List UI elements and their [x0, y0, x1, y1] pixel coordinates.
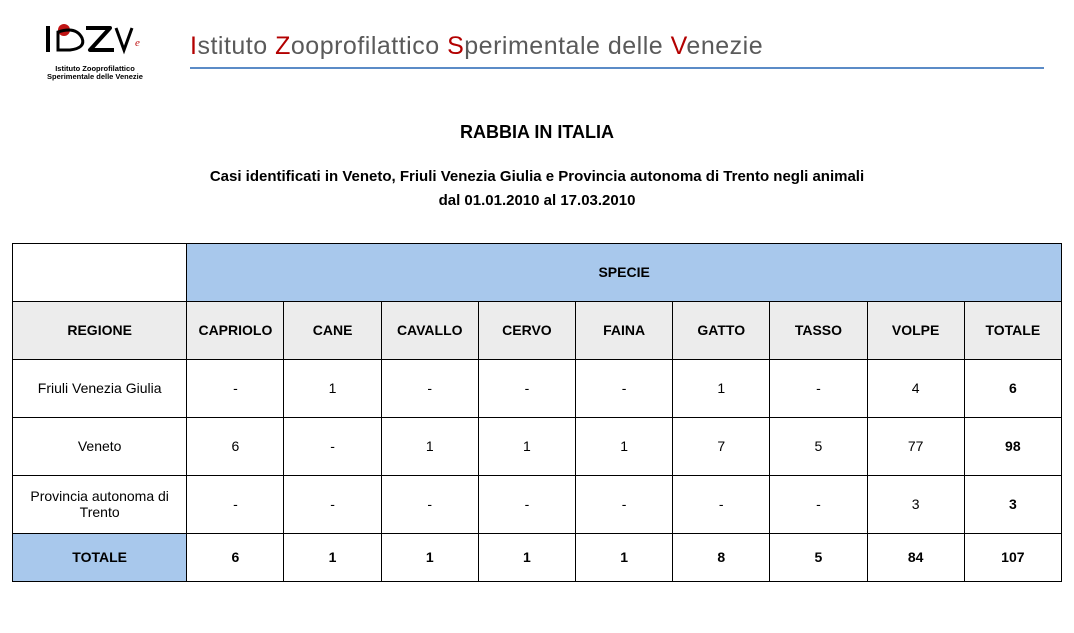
- data-cell: -: [284, 475, 381, 533]
- total-cell: 1: [576, 533, 673, 581]
- header-species-col: CANE: [284, 301, 381, 359]
- data-cell: -: [576, 475, 673, 533]
- table-row: Veneto6-111757798: [13, 417, 1062, 475]
- data-cell: -: [284, 417, 381, 475]
- data-cell: 1: [576, 417, 673, 475]
- data-cell: -: [381, 359, 478, 417]
- data-cell: 6: [187, 417, 284, 475]
- data-cell: 1: [381, 417, 478, 475]
- data-cell: 1: [673, 359, 770, 417]
- logo-box: e Istituto Zooprofilattico Sperimentale …: [10, 20, 180, 82]
- table-row: Friuli Venezia Giulia-1---1-46: [13, 359, 1062, 417]
- page-title: RABBIA IN ITALIA: [0, 122, 1074, 143]
- total-cell: 1: [381, 533, 478, 581]
- data-cell: -: [381, 475, 478, 533]
- org-title-word: perimentale delle: [464, 32, 670, 60]
- data-cell: 1: [478, 417, 575, 475]
- region-cell: Friuli Venezia Giulia: [13, 359, 187, 417]
- total-cell: 6: [187, 533, 284, 581]
- data-cell: 77: [867, 417, 964, 475]
- header-species-col: CERVO: [478, 301, 575, 359]
- data-cell: -: [576, 359, 673, 417]
- header-species-col: VOLPE: [867, 301, 964, 359]
- total-cell: 1: [478, 533, 575, 581]
- org-title-word: stituto: [197, 32, 275, 60]
- org-title-word: enezie: [686, 32, 763, 60]
- org-title-capital: V: [671, 32, 687, 60]
- org-title-capital: S: [447, 32, 464, 60]
- data-cell: -: [478, 475, 575, 533]
- header-regione: REGIONE: [13, 301, 187, 359]
- header-species-col: CAPRIOLO: [187, 301, 284, 359]
- total-cell: 84: [867, 533, 964, 581]
- header-specie: SPECIE: [187, 243, 1062, 301]
- izsve-logo-icon: e: [40, 20, 150, 58]
- org-title-word: ooprofilattico: [291, 32, 447, 60]
- org-title-capital: Z: [275, 32, 291, 60]
- header-species-col: GATTO: [673, 301, 770, 359]
- total-row: TOTALE 611118584107: [13, 533, 1062, 581]
- data-cell: -: [770, 475, 867, 533]
- data-table: SPECIE REGIONE CAPRIOLOCANECAVALLOCERVOF…: [12, 243, 1062, 582]
- subtitle-line1: Casi identificati in Veneto, Friuli Vene…: [210, 168, 864, 185]
- region-cell: Provincia autonoma di Trento: [13, 475, 187, 533]
- total-label: TOTALE: [13, 533, 187, 581]
- data-cell: -: [770, 359, 867, 417]
- header-species-col: FAINA: [576, 301, 673, 359]
- region-cell: Veneto: [13, 417, 187, 475]
- data-cell: 4: [867, 359, 964, 417]
- header-bar: e Istituto Zooprofilattico Sperimentale …: [0, 0, 1074, 82]
- data-cell: 3: [964, 475, 1061, 533]
- data-cell: -: [478, 359, 575, 417]
- header-species-col: TASSO: [770, 301, 867, 359]
- header-row-1: SPECIE: [13, 243, 1062, 301]
- table-row: Provincia autonoma di Trento-------33: [13, 475, 1062, 533]
- header-species-col: CAVALLO: [381, 301, 478, 359]
- data-cell: -: [187, 475, 284, 533]
- total-cell: 1: [284, 533, 381, 581]
- org-title: Istituto Zooprofilattico Sperimentale de…: [190, 32, 763, 60]
- data-cell: -: [673, 475, 770, 533]
- svg-text:e: e: [135, 37, 140, 49]
- data-cell: 7: [673, 417, 770, 475]
- header-row-2: REGIONE CAPRIOLOCANECAVALLOCERVOFAINAGAT…: [13, 301, 1062, 359]
- total-cell: 107: [964, 533, 1061, 581]
- total-cell: 5: [770, 533, 867, 581]
- header-species-col: TOTALE: [964, 301, 1061, 359]
- subtitle: Casi identificati in Veneto, Friuli Vene…: [0, 165, 1074, 213]
- org-title-wrap: Istituto Zooprofilattico Sperimentale de…: [190, 32, 1044, 69]
- data-cell: 5: [770, 417, 867, 475]
- data-cell: -: [187, 359, 284, 417]
- data-cell: 6: [964, 359, 1061, 417]
- data-cell: 98: [964, 417, 1061, 475]
- logo-caption: Istituto Zooprofilattico Sperimentale de…: [10, 65, 180, 82]
- subtitle-line2: dal 01.01.2010 al 17.03.2010: [439, 192, 636, 209]
- data-cell: 1: [284, 359, 381, 417]
- total-cell: 8: [673, 533, 770, 581]
- header-blank: [13, 243, 187, 301]
- logo-caption-line2: Sperimentale delle Venezie: [47, 72, 143, 81]
- data-cell: 3: [867, 475, 964, 533]
